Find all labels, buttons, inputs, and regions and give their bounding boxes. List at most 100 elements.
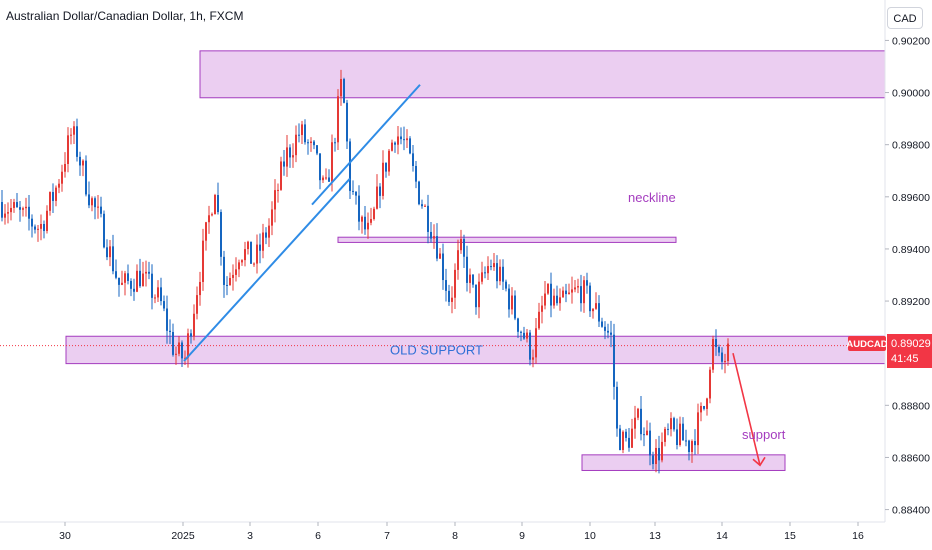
candle-body — [343, 79, 345, 103]
time-tick-label: 2025 — [171, 530, 195, 542]
time-axis: 27302025367891013141516 — [0, 521, 885, 542]
candle-body — [445, 280, 447, 291]
candle-body — [142, 273, 144, 287]
candle-body — [709, 369, 711, 399]
candle-body — [205, 222, 207, 241]
candle-body — [727, 343, 729, 362]
candle-body — [280, 161, 282, 190]
time-tick-label: 7 — [384, 530, 390, 542]
candle-body — [493, 263, 495, 268]
candle-body — [136, 270, 138, 292]
candle-body — [193, 313, 195, 337]
candle-body — [223, 256, 225, 285]
candle-body — [7, 212, 9, 214]
price-tick-label: 0.89600 — [892, 192, 930, 204]
candle-body — [523, 332, 525, 339]
candle-body — [373, 208, 375, 219]
candle-body — [460, 238, 462, 251]
candle-body — [496, 263, 498, 282]
candle-body — [133, 288, 135, 292]
candle-body — [304, 124, 306, 143]
candle-body — [187, 333, 189, 358]
neckline-zone — [337, 236, 677, 243]
candle-body — [361, 216, 363, 222]
time-tick-label: 16 — [852, 530, 864, 542]
candle-body — [499, 266, 501, 282]
chart-title: Australian Dollar/Canadian Dollar, 1h, F… — [6, 9, 244, 23]
candle-body — [211, 214, 213, 216]
candle-body — [49, 192, 51, 211]
candle-body — [655, 447, 657, 465]
price-tick-label: 0.89200 — [892, 296, 930, 308]
candle-body — [46, 210, 48, 232]
candle-body — [247, 241, 249, 250]
price-tag-value: 0.89029 — [891, 338, 931, 350]
candle-body — [235, 269, 237, 275]
candle-body — [175, 353, 177, 355]
old-support-label: OLD SUPPORT — [390, 342, 483, 357]
candle-body — [427, 205, 429, 232]
price-tag: AUDCAD 0.89029 41:45 — [846, 334, 932, 368]
candle-body — [88, 194, 90, 206]
candle-body — [340, 79, 342, 97]
candles — [1, 69, 729, 474]
candle-body — [598, 303, 600, 322]
candle-body — [124, 273, 126, 283]
candle-body — [661, 441, 663, 461]
candle-body — [67, 135, 69, 164]
candle-body — [466, 256, 468, 283]
candle-body — [721, 352, 723, 362]
candle-body — [355, 191, 357, 196]
candle-body — [442, 253, 444, 281]
candle-body — [589, 285, 591, 312]
candle-body — [577, 286, 579, 288]
currency-button[interactable]: CAD — [887, 7, 923, 29]
candle-body — [547, 283, 549, 294]
candle-body — [469, 274, 471, 283]
candle-body — [310, 141, 312, 143]
time-tick-label: 3 — [247, 530, 253, 542]
candle-body — [706, 398, 708, 409]
candle-body — [10, 207, 12, 213]
candle-body — [181, 342, 183, 359]
candle-body — [97, 206, 99, 208]
candle-body — [100, 206, 102, 214]
candle-body — [250, 241, 252, 264]
candle-body — [685, 440, 687, 442]
candle-body — [229, 277, 231, 286]
candle-body — [529, 332, 531, 360]
candle-body — [448, 290, 450, 302]
candle-body — [295, 134, 297, 156]
candle-body — [238, 262, 240, 270]
candle-body — [118, 277, 120, 285]
candle-body — [346, 102, 348, 142]
candle-body — [703, 405, 705, 409]
price-tick-label: 0.88800 — [892, 400, 930, 412]
candle-body — [25, 206, 27, 209]
candle-body — [127, 273, 129, 281]
candle-body — [538, 311, 540, 329]
trendline-lower — [183, 177, 351, 362]
symbol-tag: AUDCAD — [846, 339, 887, 350]
candle-body — [391, 142, 393, 151]
candle-body — [19, 207, 21, 210]
candle-body — [79, 156, 81, 166]
candle-body — [268, 225, 270, 238]
candle-body — [520, 331, 522, 333]
candle-body — [28, 206, 30, 219]
candle-body — [202, 240, 204, 282]
candle-body — [571, 289, 573, 293]
candle-body — [592, 308, 594, 312]
candle-body — [565, 290, 567, 295]
candle-body — [511, 295, 513, 310]
candle-body — [337, 96, 339, 143]
candle-body — [724, 361, 726, 363]
candle-body — [700, 405, 702, 413]
candle-body — [664, 428, 666, 442]
candle-body — [652, 455, 654, 465]
candle-body — [667, 428, 669, 430]
candle-body — [241, 260, 243, 263]
candle-body — [490, 266, 492, 268]
candle-body — [463, 238, 465, 257]
